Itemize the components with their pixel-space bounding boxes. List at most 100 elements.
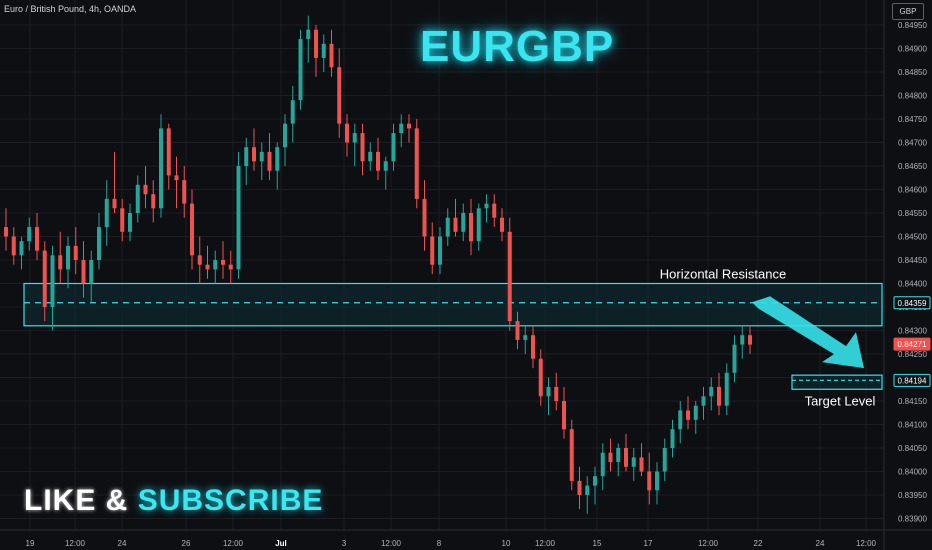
last-price-badge-box bbox=[893, 337, 931, 351]
candle-body bbox=[221, 260, 225, 265]
candle-body bbox=[11, 236, 16, 256]
candle-body bbox=[360, 133, 365, 162]
candle-body bbox=[655, 471, 659, 491]
time-tick-label: 3 bbox=[342, 539, 347, 548]
candle-body bbox=[670, 429, 675, 448]
currency-button[interactable]: GBP bbox=[892, 3, 924, 20]
zones bbox=[23, 282, 883, 390]
candle-body bbox=[407, 123, 411, 129]
candle-body bbox=[554, 386, 559, 401]
candle-body bbox=[523, 335, 528, 340]
resistance-price-badge-text: 0.84359 bbox=[898, 299, 927, 308]
candle-body bbox=[329, 43, 334, 68]
candle-body bbox=[19, 241, 24, 256]
candle-body bbox=[252, 147, 256, 162]
candle-body bbox=[283, 123, 287, 148]
cta-subscribe: SUBSCRIBE bbox=[137, 484, 324, 517]
candle-body bbox=[190, 203, 194, 256]
time-tick-label: 19 bbox=[26, 539, 35, 548]
candle-body bbox=[368, 151, 373, 162]
candle-body bbox=[244, 147, 249, 166]
cta-like: LIKE & bbox=[24, 484, 129, 517]
price-axis[interactable]: 0.84950 0.84900 0.84850 0.84800 0.84750 0.847… bbox=[883, 0, 931, 550]
candle-body bbox=[120, 208, 125, 232]
candle-body bbox=[709, 386, 714, 397]
target-price-badge-box bbox=[893, 373, 931, 387]
target-arrow bbox=[752, 296, 864, 369]
candle-body bbox=[383, 161, 388, 171]
candle-body bbox=[337, 67, 342, 124]
time-tick-label: Jul bbox=[275, 539, 287, 548]
price-tick-label: 0.84150 bbox=[898, 397, 927, 406]
price-tick-label: 0.84700 bbox=[898, 139, 927, 148]
candle-body bbox=[236, 166, 241, 270]
candle-body bbox=[399, 123, 404, 134]
candle-body bbox=[546, 386, 551, 397]
candle-body bbox=[128, 213, 132, 232]
candle-body bbox=[66, 245, 70, 270]
candle-body bbox=[445, 217, 450, 237]
candle-body bbox=[4, 227, 8, 237]
time-tick-label: 22 bbox=[754, 539, 763, 548]
price-tick-label: 0.84850 bbox=[898, 68, 927, 77]
candle-body bbox=[577, 480, 582, 495]
price-tick-label: 0.84650 bbox=[898, 162, 927, 171]
candle-body bbox=[42, 250, 47, 307]
candle-body bbox=[662, 448, 667, 472]
candle-body bbox=[631, 457, 636, 467]
price-tick-label: 0.84250 bbox=[898, 350, 927, 359]
price-tick-label: 0.84500 bbox=[898, 233, 927, 242]
candle-body bbox=[515, 321, 520, 340]
time-tick-label: 12:00 bbox=[65, 539, 86, 548]
candle-body bbox=[306, 29, 311, 40]
candle-body bbox=[97, 227, 101, 260]
price-tick-label: 0.84950 bbox=[898, 21, 927, 30]
candle-body bbox=[624, 448, 628, 467]
candle-body bbox=[321, 43, 326, 58]
like-subscribe-banner: LIKE & SUBSCRIBE bbox=[24, 484, 323, 518]
time-tick-label: 17 bbox=[644, 539, 653, 548]
candle-body bbox=[461, 213, 466, 232]
candle-body bbox=[267, 151, 272, 171]
candle-body bbox=[151, 194, 156, 209]
candle-body bbox=[135, 184, 140, 213]
price-tick-label: 0.83900 bbox=[898, 515, 927, 524]
candle-body bbox=[639, 457, 644, 472]
time-tick-label: 12:00 bbox=[381, 539, 402, 548]
candle-body bbox=[143, 184, 148, 195]
last-price-badge-text: 0.84271 bbox=[898, 340, 927, 349]
candle-body bbox=[492, 203, 497, 218]
candle-body bbox=[290, 100, 295, 124]
candle-body bbox=[500, 217, 504, 232]
candle-body bbox=[748, 335, 752, 345]
time-tick-label: 24 bbox=[118, 539, 127, 548]
time-tick-label: 10 bbox=[502, 539, 511, 548]
candle-body bbox=[35, 227, 39, 251]
candle-body bbox=[678, 410, 683, 430]
resistance-price-badge-box bbox=[893, 296, 931, 310]
time-tick-label: 8 bbox=[437, 539, 442, 548]
time-tick-label: 12:00 bbox=[856, 539, 877, 548]
candle-body bbox=[275, 147, 280, 171]
candle-body bbox=[174, 175, 179, 181]
candle-body bbox=[104, 198, 109, 228]
time-tick-label: 12:00 bbox=[535, 539, 556, 548]
time-tick-label: 24 bbox=[816, 539, 825, 548]
price-tick-label: 0.84050 bbox=[898, 444, 927, 453]
target-label: Target Level bbox=[805, 393, 876, 408]
price-tick-label: 0.84800 bbox=[898, 92, 927, 101]
candle-body bbox=[438, 236, 442, 265]
candle-body bbox=[58, 255, 63, 270]
time-axis[interactable]: 19 12:00 24 26 12:00 Jul 3 12:00 8 10 12:00 15 17 12:… bbox=[0, 529, 932, 548]
candle-body bbox=[159, 128, 163, 209]
target-zone bbox=[791, 374, 883, 390]
candle-body bbox=[89, 260, 94, 284]
time-tick-label: 26 bbox=[182, 539, 191, 548]
price-tick-label: 0.84600 bbox=[898, 186, 927, 195]
candle-body bbox=[112, 198, 117, 209]
candle-body bbox=[197, 255, 202, 265]
price-tick-label: 0.84000 bbox=[898, 468, 927, 477]
time-tick-label: 15 bbox=[593, 539, 602, 548]
